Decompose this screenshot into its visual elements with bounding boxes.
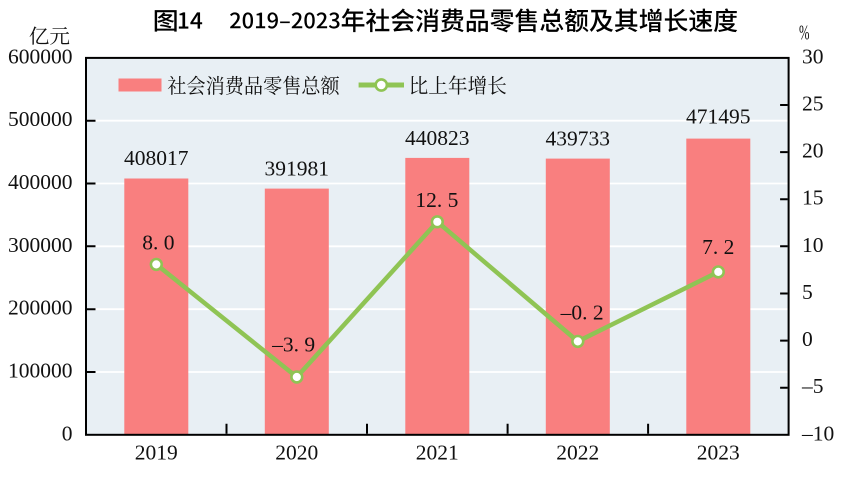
svg-text:–0. 2: –0. 2	[560, 301, 604, 325]
svg-text:439733: 439733	[546, 127, 611, 151]
svg-text:0: 0	[62, 421, 73, 445]
svg-text:2022: 2022	[556, 440, 599, 464]
svg-text:2021: 2021	[416, 440, 459, 464]
svg-text:25: 25	[802, 92, 824, 116]
svg-text:391981: 391981	[265, 157, 330, 181]
svg-text:440823: 440823	[405, 126, 470, 150]
svg-text:471495: 471495	[686, 105, 751, 129]
svg-text:408017: 408017	[124, 146, 189, 170]
svg-text:600000: 600000	[8, 44, 73, 68]
svg-text:300000: 300000	[8, 233, 73, 257]
svg-text:100000: 100000	[8, 359, 73, 383]
svg-text:400000: 400000	[8, 170, 73, 194]
svg-text:%: %	[799, 20, 810, 44]
svg-text:8. 0: 8. 0	[142, 230, 174, 254]
svg-text:–3. 9: –3. 9	[271, 332, 315, 356]
svg-text:5: 5	[802, 280, 813, 304]
svg-text:12. 5: 12. 5	[415, 188, 458, 212]
svg-text:2019: 2019	[135, 440, 178, 464]
svg-text:–10: –10	[801, 421, 834, 445]
svg-text:2023: 2023	[697, 440, 740, 464]
svg-text:500000: 500000	[8, 107, 73, 131]
svg-text:10: 10	[802, 233, 824, 257]
svg-text:30: 30	[802, 44, 824, 68]
svg-text:7. 2: 7. 2	[702, 235, 734, 259]
svg-text:0: 0	[802, 327, 813, 351]
svg-text:20: 20	[802, 139, 824, 163]
svg-text:2020: 2020	[275, 440, 318, 464]
svg-text:–5: –5	[801, 374, 824, 398]
svg-text:200000: 200000	[8, 296, 73, 320]
svg-text:15: 15	[802, 186, 824, 210]
